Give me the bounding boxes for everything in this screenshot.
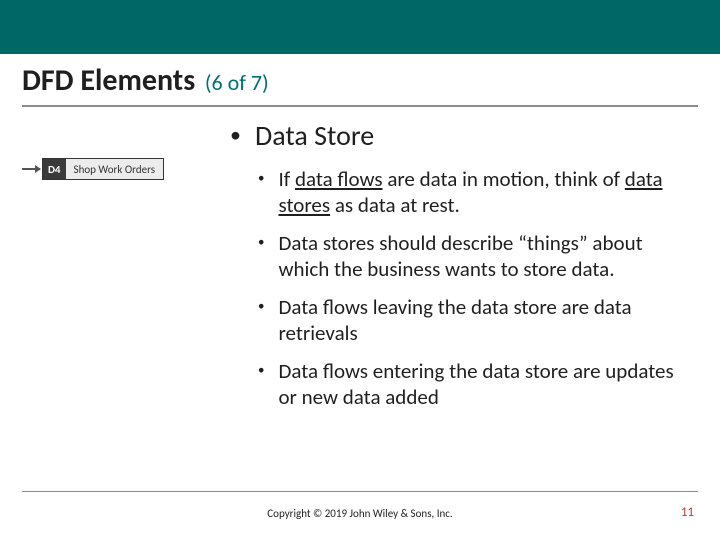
bullet-icon: • [258,294,264,320]
top-color-band [0,0,720,54]
section-heading-text: Data Store [255,120,374,152]
text-fragment: are data in motion, think of [383,166,625,192]
page-number: 11 [681,505,694,520]
bullet-icon: • [258,358,264,384]
bullet-icon: • [258,166,264,192]
text-fragment: If [278,166,294,192]
slide-title: DFD Elements [22,62,195,99]
slide-subtitle: (6 of 7) [205,69,269,96]
content-area: • Data Store • If data flows are data in… [0,120,720,422]
title-row: DFD Elements (6 of 7) [0,54,720,103]
list-item: • Data flows leaving the data store are … [258,294,690,346]
list-item-text: Data stores should describe “things” abo… [278,230,690,282]
footer-rule [22,491,698,492]
bullet-icon: • [230,120,241,150]
list-item-text: Data flows leaving the data store are da… [278,294,690,346]
title-underline [22,105,698,107]
section-heading: • Data Store [230,120,690,152]
list-item: • Data flows entering the data store are… [258,358,690,410]
underlined-text: data flows [295,166,383,192]
list-item-text: If data flows are data in motion, think … [278,166,690,218]
text-fragment: as data at rest. [330,192,460,218]
list-item: • Data stores should describe “things” a… [258,230,690,282]
slide: DFD Elements (6 of 7) D4 Shop Work Order… [0,0,720,540]
copyright-text: Copyright © 2019 John Wiley & Sons, Inc. [0,507,720,520]
list-item-text: Data flows entering the data store are u… [278,358,690,410]
list-item: • If data flows are data in motion, thin… [258,166,690,218]
bullet-icon: • [258,230,264,256]
